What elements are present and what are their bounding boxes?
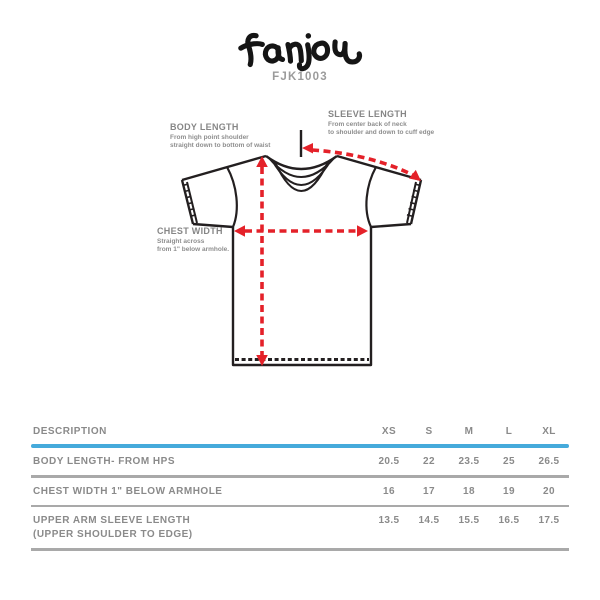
value-s: 22 <box>423 456 435 467</box>
body-length-title: BODY LENGTH <box>170 122 239 132</box>
row-divider <box>31 504 569 507</box>
value-l: 19 <box>503 485 515 497</box>
row-label: BODY LENGTH- FROM HPS <box>33 456 175 467</box>
chest-width-arrowhead-left <box>234 225 245 237</box>
j-dot <box>305 33 312 39</box>
size-header-s: S <box>425 426 433 437</box>
body-length-arrowhead-bottom <box>256 355 268 366</box>
measurement-arrows <box>234 143 421 366</box>
left-cuff-stitching <box>183 183 197 217</box>
value-l: 16.5 <box>498 515 520 526</box>
size-header-xs: XS <box>381 426 397 437</box>
sleeve-length-arrowhead-cuff <box>409 169 421 181</box>
row-values: 13.5 14.5 15.5 16.5 17.5 <box>369 515 569 526</box>
row-values: 16 17 18 19 20 <box>369 486 569 497</box>
value-xl: 17.5 <box>538 515 560 526</box>
sleeve-length-description: From center back of neck to shoulder and… <box>328 121 435 137</box>
value-s: 17 <box>423 485 435 497</box>
header-divider-blue <box>31 444 569 448</box>
tshirt-outline <box>180 130 423 367</box>
table-row-body-length: BODY LENGTH- FROM HPS 20.5 22 23.5 25 26… <box>31 448 569 475</box>
value-s: 14.5 <box>418 515 440 526</box>
description-header: DESCRIPTION <box>33 426 107 437</box>
value-xs: 20.5 <box>378 456 400 467</box>
product-code: FJK1003 <box>272 71 328 83</box>
size-header-m: M <box>464 426 474 437</box>
sleeve-length-arrow-line <box>311 148 414 177</box>
value-m: 15.5 <box>458 515 480 526</box>
chest-width-arrowhead-right <box>357 225 368 237</box>
brand-header: fanjoy <box>0 28 600 79</box>
value-xs: 16 <box>383 485 395 497</box>
right-cuff-stitching <box>406 183 420 217</box>
chest-width-label: CHEST WIDTH Straight across from 1" belo… <box>157 226 229 255</box>
row-label: UPPER ARM SLEEVE LENGTH (UPPER SHOULDER … <box>33 515 193 540</box>
body-length-arrowhead-top <box>256 156 268 167</box>
size-table: DESCRIPTION XS S M L XL BODY LENGTH- FRO… <box>31 423 569 551</box>
size-header-xl: XL <box>542 426 556 437</box>
size-table-header-row: DESCRIPTION XS S M L XL <box>31 423 569 444</box>
chest-width-title: CHEST WIDTH <box>157 226 223 236</box>
row-values: 20.5 22 23.5 25 26.5 <box>369 456 569 467</box>
sleeve-length-arrowhead-neck <box>302 143 313 154</box>
value-l: 25 <box>503 456 515 467</box>
body-length-label: BODY LENGTH From high point shoulder str… <box>170 122 270 151</box>
table-row-chest-width: CHEST WIDTH 1" BELOW ARMHOLE 16 17 18 19… <box>31 478 569 505</box>
value-xs: 13.5 <box>378 515 400 526</box>
chest-width-description: Straight across from 1" below armhole. <box>157 238 230 254</box>
value-xl: 26.5 <box>538 456 560 467</box>
sleeve-length-label: SLEEVE LENGTH From center back of neck t… <box>328 109 434 138</box>
value-xl: 20 <box>543 485 555 497</box>
table-bottom-divider <box>31 548 569 551</box>
row-divider <box>31 475 569 478</box>
body-length-description: From high point shoulder straight down t… <box>170 134 271 150</box>
tshirt-measurement-diagram <box>180 130 423 367</box>
table-row-sleeve-length: UPPER ARM SLEEVE LENGTH (UPPER SHOULDER … <box>31 507 569 548</box>
size-header-l: L <box>505 426 513 437</box>
sleeve-length-title: SLEEVE LENGTH <box>328 109 407 119</box>
value-m: 23.5 <box>458 456 480 467</box>
size-header-columns: XS S M L XL <box>369 426 569 437</box>
row-label: CHEST WIDTH 1" BELOW ARMHOLE <box>33 485 223 497</box>
fanjoy-logo <box>238 32 363 72</box>
value-m: 18 <box>463 485 475 497</box>
